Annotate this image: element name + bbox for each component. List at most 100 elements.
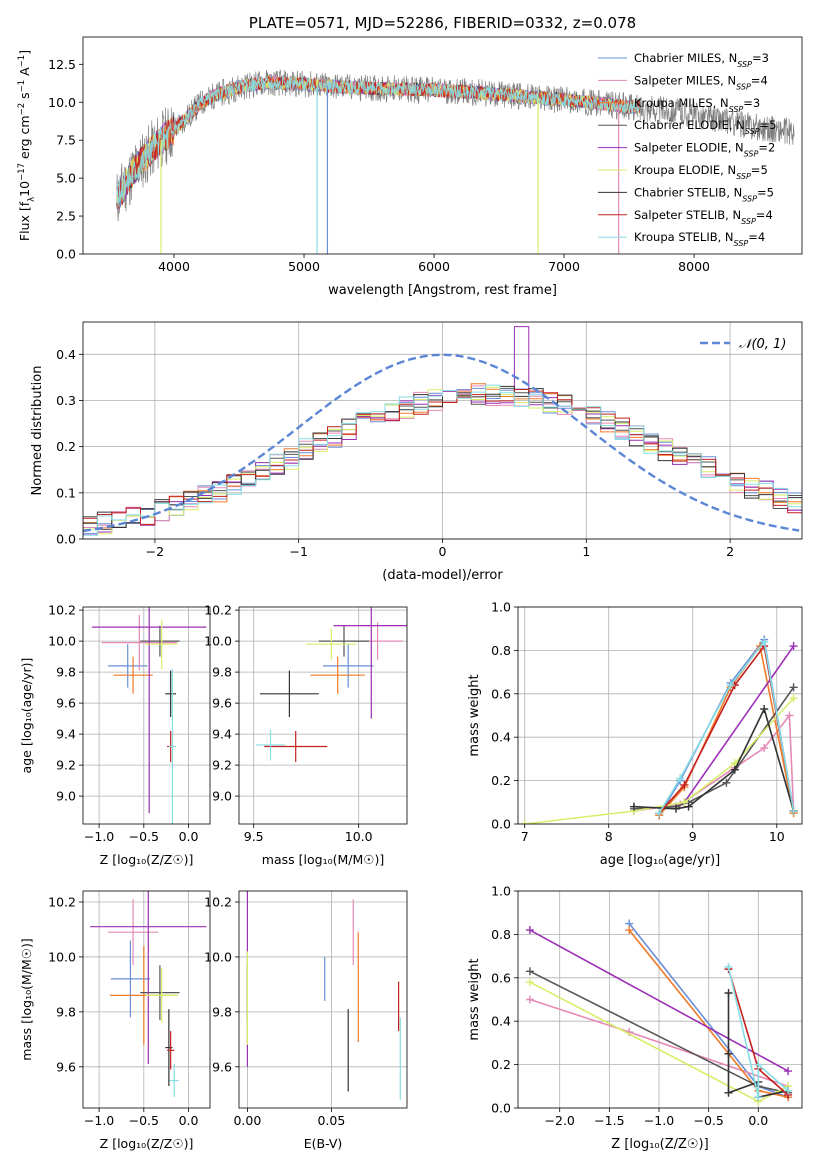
y-axis-label: mass weight — [467, 674, 482, 756]
errorbar-kroupa-stelib — [168, 669, 177, 824]
y-tick-label: 0.0 — [56, 247, 76, 262]
legend-sub: SSP — [744, 149, 759, 158]
data-marker — [784, 1067, 793, 1076]
gaussian-curve — [83, 353, 800, 533]
y-tick-label: 9.0 — [212, 789, 232, 804]
spectrum-model-kroupa-stelib — [116, 76, 640, 207]
errorbar-salpeter-miles — [108, 899, 159, 966]
series-salpeter-elodie — [680, 642, 798, 807]
y-tick-label: 2.5 — [56, 209, 76, 224]
y-tick-label: 9.4 — [212, 727, 232, 742]
data-marker — [525, 978, 534, 987]
x-tick-label: 4000 — [158, 259, 190, 274]
x-tick-label: −2 — [146, 544, 164, 559]
y-tick-label: 9.8 — [56, 665, 76, 680]
x-tick-label: −1.0 — [84, 1113, 114, 1128]
y-tick-label: 0.6 — [491, 686, 511, 701]
x-tick-label: −1 — [289, 544, 307, 559]
axes-frame — [82, 36, 803, 255]
y-tick-label: 9.6 — [56, 1059, 76, 1074]
legend-eq: = — [743, 96, 753, 110]
spectrum-data-line — [116, 69, 795, 222]
data-marker — [525, 926, 534, 935]
errorbar-kroupa-miles — [310, 656, 365, 694]
legend-label-chabrier-stelib: Chabrier STELIB, NSSP=5 — [634, 185, 774, 203]
legend-label-chabrier-miles: Chabrier MILES, NSSP=3 — [634, 51, 769, 69]
legend-eq: = — [760, 118, 770, 132]
data-marker — [655, 809, 664, 818]
y-tick-label: 9.2 — [212, 758, 232, 773]
legend-n: 5 — [767, 185, 774, 199]
y-tick-label: 1.0 — [491, 600, 511, 615]
data-marker — [724, 1049, 733, 1058]
y-tick-label: 0.0 — [56, 532, 76, 547]
data-marker — [754, 1093, 763, 1102]
y-tick-label: 1.0 — [491, 884, 511, 899]
plot-area-mass-vs-z — [90, 891, 207, 1098]
legend-name: Kroupa STELIB — [634, 230, 718, 244]
legend-name: Salpeter MILES — [634, 73, 720, 87]
legend-sub: SSP — [729, 104, 744, 113]
errorbar-chabrier-miles — [108, 644, 148, 688]
legend-eq: = — [748, 230, 758, 244]
data-marker — [724, 1088, 733, 1097]
y-tick-label: 9.2 — [56, 758, 76, 773]
y-axis-label: Flux [fλ10−17 erg cm−2 s−1 A−1] — [17, 50, 37, 241]
x-tick-label: −1.5 — [594, 1113, 624, 1128]
x-tick-label: 0.0 — [179, 829, 199, 844]
data-marker — [625, 926, 634, 935]
axes-frame — [238, 606, 408, 825]
legend-sub: SSP — [736, 172, 751, 181]
x-tick-label: −0.5 — [129, 829, 159, 844]
panel-spectrum: 4000 5000 6000 7000 8000 0.0 2.5 5.0 7.5 10.0 12.5… — [17, 14, 803, 298]
data-marker — [680, 780, 689, 789]
errorbar-kroupa-stelib — [169, 1064, 179, 1098]
legend-sep: , N — [728, 141, 744, 155]
legend-label-kroupa-elodie: Kroupa ELODIE, NSSP=5 — [634, 163, 768, 181]
y-tick-label: 10.0 — [48, 95, 76, 110]
x-tick-label: 8000 — [678, 259, 710, 274]
series-kroupa-elodie — [525, 978, 793, 1106]
series-line — [727, 993, 789, 1099]
y-tick-label: 10.0 — [204, 949, 232, 964]
legend-name: Kroupa ELODIE — [634, 163, 720, 177]
panel-residuals: −2 −1 0 1 2 0.0 0.1 0.2 0.3 0.4 (data-model)/error… — [30, 321, 803, 583]
y-tick-label: 0.2 — [56, 439, 76, 454]
legend-eq: = — [752, 51, 762, 65]
legend-name: Chabrier STELIB — [634, 185, 726, 199]
y-tick-label: 0.8 — [491, 927, 511, 942]
data-marker — [525, 995, 534, 1004]
x-axis-label: mass [log₁₀(M/M☉)] — [262, 852, 384, 867]
x-tick-label: 2 — [726, 544, 734, 559]
data-marker — [789, 642, 798, 651]
histogram-kroupa-miles — [83, 383, 802, 539]
errorbar-chabrier-elodie — [318, 625, 370, 657]
data-marker — [730, 765, 739, 774]
y-tick-label: 0.0 — [491, 1101, 511, 1116]
data-marker — [784, 1086, 793, 1095]
legend-sep: , N — [720, 163, 736, 177]
x-tick-label: 9 — [689, 829, 697, 844]
x-axis-label: (data-model)/error — [382, 568, 503, 583]
y-tick-label: 10.0 — [48, 634, 76, 649]
errorbar-salpeter-stelib — [264, 731, 328, 762]
data-marker — [789, 683, 798, 692]
y-label-part: −2 — [17, 103, 27, 116]
legend-n: 5 — [760, 163, 767, 177]
series-line — [633, 713, 795, 812]
y-tick-label: 9.8 — [212, 1004, 232, 1019]
y-tick-label: 9.8 — [56, 1004, 76, 1019]
x-tick-label: 0.0 — [179, 1113, 199, 1128]
legend-label-kroupa-miles: Kroupa MILES, NSSP=3 — [634, 96, 760, 114]
legend-sep: , N — [720, 73, 736, 87]
data-marker — [680, 798, 689, 807]
y-tick-label: 5.0 — [56, 171, 76, 186]
errorbar-salpeter-elodie — [91, 607, 207, 814]
y-tick-label: 0.6 — [491, 970, 511, 985]
data-marker — [760, 637, 769, 646]
x-tick-label: 7000 — [548, 259, 580, 274]
y-label-part: λ — [27, 197, 37, 202]
y-tick-label: 9.6 — [212, 696, 232, 711]
series-line — [633, 706, 795, 812]
